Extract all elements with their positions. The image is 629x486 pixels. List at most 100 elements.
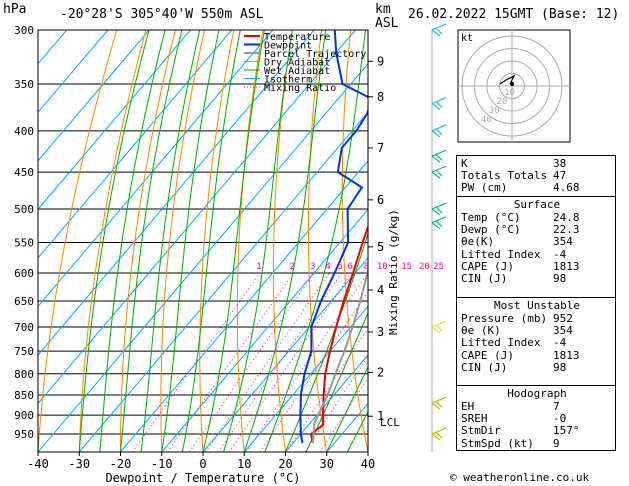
mixing-ratio-label: 3 xyxy=(310,262,315,272)
wind-barb xyxy=(431,216,447,230)
dry-adiabat-line xyxy=(120,30,176,452)
hodograph-trace xyxy=(499,74,516,85)
x-tick-label: -40 xyxy=(27,457,49,471)
index-value: 354 xyxy=(553,235,573,249)
index-value: 22.3 xyxy=(553,223,580,237)
index-key: CAPE (J) xyxy=(461,348,514,362)
lcl-label: LCL xyxy=(380,416,400,429)
index-key: θe(K) xyxy=(461,235,495,249)
mixing-ratio-label: 6 xyxy=(348,262,353,272)
index-value: 354 xyxy=(553,324,573,338)
km-unit-label: km xyxy=(375,2,391,17)
index-key: K xyxy=(461,157,468,170)
dry-adiabat-line xyxy=(38,30,118,452)
km-tick-label: 9 xyxy=(377,54,384,68)
hodograph-unit-label: kt xyxy=(461,33,473,44)
index-key: Temp (°C) xyxy=(461,211,521,224)
mixing-ratio-label: 20 xyxy=(419,262,430,272)
isotherm-line xyxy=(38,30,356,405)
wind-barb xyxy=(431,427,447,441)
mixing-ratio-label: 4 xyxy=(325,262,330,272)
legend-label: Dry Adiabat xyxy=(264,58,330,69)
pressure-tick-label: 400 xyxy=(14,125,34,138)
indices-table: K 38 Totals Totals 47 PW (cm) 4.68 Surface Temp… xyxy=(456,155,616,469)
index-section-title: Surface xyxy=(513,198,561,211)
legend-label: Isotherm xyxy=(264,75,312,86)
mixing-ratio-line xyxy=(285,327,368,452)
dry-adiabat-line xyxy=(407,30,451,452)
index-key: CIN (J) xyxy=(461,272,508,285)
wind-barb xyxy=(431,23,447,37)
index-row: CIN (J) 98 xyxy=(457,273,617,285)
index-key: Dewp (°C) xyxy=(461,223,521,237)
isotherm-line xyxy=(285,354,368,452)
km-tick-label: 4 xyxy=(377,283,384,297)
index-key: Totals Totals xyxy=(461,169,548,183)
x-axis-label: Dewpoint / Temperature (°C) xyxy=(105,471,300,485)
wind-barb xyxy=(431,396,447,410)
km-tick-label: 8 xyxy=(377,90,384,104)
most-unstable-box: Most Unstable Pressure (mb) 952 θe (K) 354 Li… xyxy=(456,297,616,386)
x-tick-label: -30 xyxy=(68,457,90,471)
pressure-tick-label: 900 xyxy=(14,409,34,422)
mixing-ratio-line xyxy=(217,272,342,452)
pressure-tick-label: 650 xyxy=(14,295,34,308)
index-row: Totals Totals 47 xyxy=(457,170,617,182)
mixing-ratio-axis-label: Mixing Ratio (g/kg) xyxy=(387,209,400,335)
dry-adiabat-line xyxy=(236,30,264,452)
index-row: K 38 xyxy=(457,158,617,170)
isotherm-line xyxy=(120,160,368,452)
hodograph-ring-label: 10 xyxy=(504,88,515,98)
wet-adiabat-line xyxy=(326,365,368,452)
x-tick-label: 20 xyxy=(278,457,292,471)
index-row: Lifted Index -4 xyxy=(457,248,617,261)
index-value: 1813 xyxy=(553,348,580,362)
index-key: PW (cm) xyxy=(461,181,508,195)
x-tick-label: 0 xyxy=(199,457,206,471)
mixing-ratio-label: 1 xyxy=(256,262,261,272)
wet-adiabat-line xyxy=(140,30,201,452)
pressure-tick-label: 550 xyxy=(14,236,34,249)
hodograph-ring-label: 30 xyxy=(489,106,500,116)
km-tick-label: 3 xyxy=(377,325,384,339)
hodograph-indices-box: Hodograph EH 7 SREH -0 StmDir 157° StmSpd (kt) 9 xyxy=(456,385,616,451)
index-row: Lifted Index -4 xyxy=(457,337,617,349)
dry-adiabat-line xyxy=(199,30,235,452)
asl-unit-label: ASL xyxy=(375,16,399,31)
wind-barb xyxy=(431,124,447,138)
x-tick-label: -20 xyxy=(110,457,132,471)
hodograph-marker xyxy=(510,82,514,86)
index-key: EH xyxy=(461,400,475,413)
isotherm-line xyxy=(38,30,150,162)
isotherm-line xyxy=(38,30,191,211)
index-row: SREH -0 xyxy=(457,413,617,425)
index-value: -4 xyxy=(553,336,567,350)
index-key: Pressure (mb) xyxy=(461,312,548,325)
isotherm-line xyxy=(161,208,368,452)
mixing-ratio-line xyxy=(319,377,368,452)
wet-adiabat-line xyxy=(202,30,265,452)
wet-adiabat-line xyxy=(99,30,166,452)
legend-label: Parcel Trajectory xyxy=(264,49,366,60)
index-section-title: Most Unstable xyxy=(493,299,581,312)
index-value: 1813 xyxy=(553,259,580,273)
mixing-ratio-line xyxy=(205,272,330,452)
mixing-ratio-label: 10 xyxy=(377,262,388,272)
wind-barb xyxy=(431,149,447,163)
index-row: PW (cm) 4.68 xyxy=(457,182,617,194)
wind-barb xyxy=(431,96,447,110)
isotherm-line xyxy=(38,62,368,452)
mixing-ratio-line xyxy=(228,272,353,452)
pressure-tick-label: 750 xyxy=(14,345,34,358)
wet-adiabat-line xyxy=(181,30,241,452)
wind-barb xyxy=(431,165,447,179)
index-row: θe(K) 354 xyxy=(457,236,617,248)
index-row: CAPE (J) 1813 xyxy=(457,259,617,273)
wet-adiabat-line xyxy=(264,30,366,452)
indices-top-box: K 38 Totals Totals 47 PW (cm) 4.68 xyxy=(456,155,616,197)
x-tick-label: 40 xyxy=(361,457,375,471)
index-value: 952 xyxy=(553,312,573,325)
dry-adiabat-line xyxy=(160,30,205,452)
legend-label: Dewpoint xyxy=(264,41,312,52)
